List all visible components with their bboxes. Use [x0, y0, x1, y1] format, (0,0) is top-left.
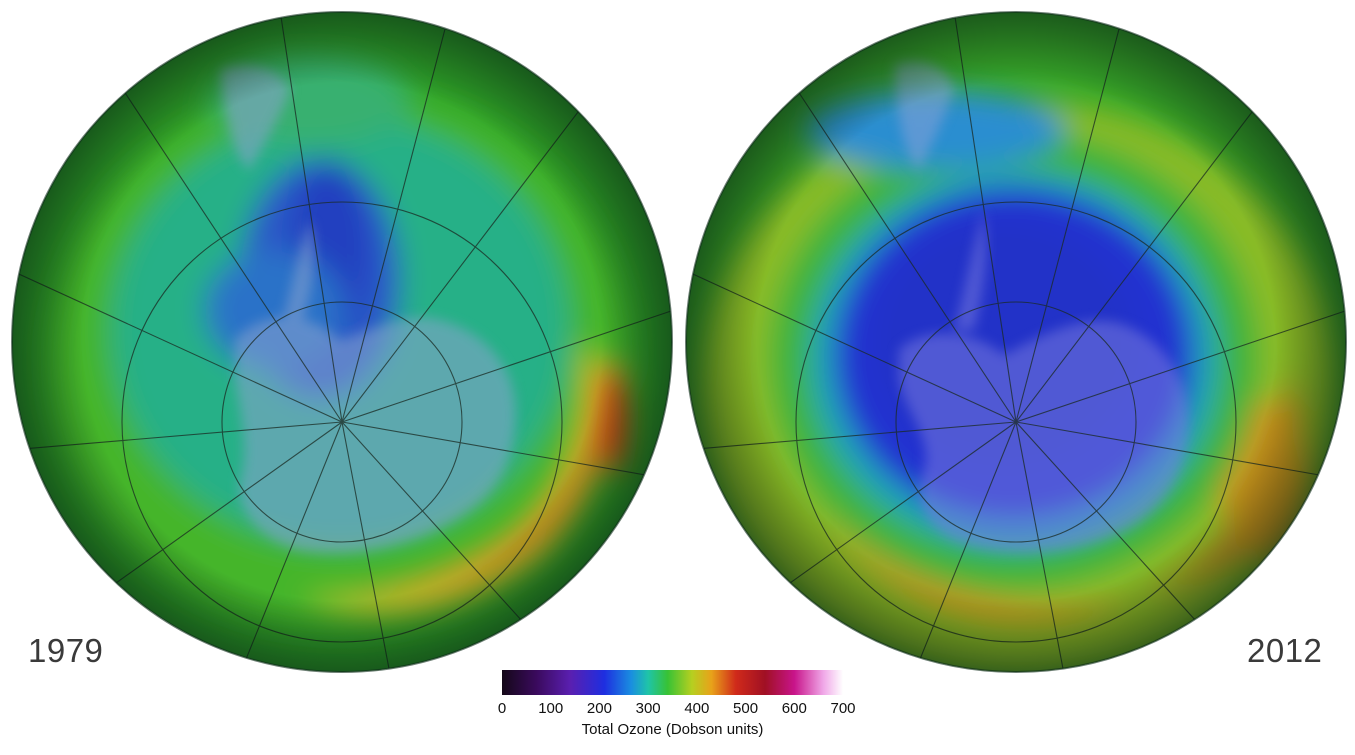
- colorbar-tick-label: 600: [781, 700, 807, 717]
- colorbar-tick-label: 100: [538, 700, 564, 717]
- year-label-2012: 2012: [1247, 632, 1323, 669]
- colorbar-tick-label: 200: [586, 700, 612, 717]
- colorbar-legend: 0 100 200 300 400 500 600 700 Total Ozone (Dobs…: [485, 666, 870, 752]
- colorbar-tick-label: 700: [830, 700, 856, 717]
- colorbar-ticks: 0 100 200 300 400 500 600 700: [498, 700, 856, 720]
- colorbar-tick-label: 300: [635, 700, 661, 717]
- colorbar-tick-label: 400: [684, 700, 710, 717]
- ozone-map-1979: [11, 11, 673, 673]
- ozone-map-2012: [685, 11, 1347, 673]
- colorbar-tick-label: 0: [497, 700, 507, 717]
- colorbar: [502, 670, 843, 695]
- colorbar-title: Total Ozone (Dobson units): [581, 721, 764, 738]
- colorbar-tick-label: 500: [733, 700, 759, 717]
- year-label-1979: 1979: [28, 632, 104, 669]
